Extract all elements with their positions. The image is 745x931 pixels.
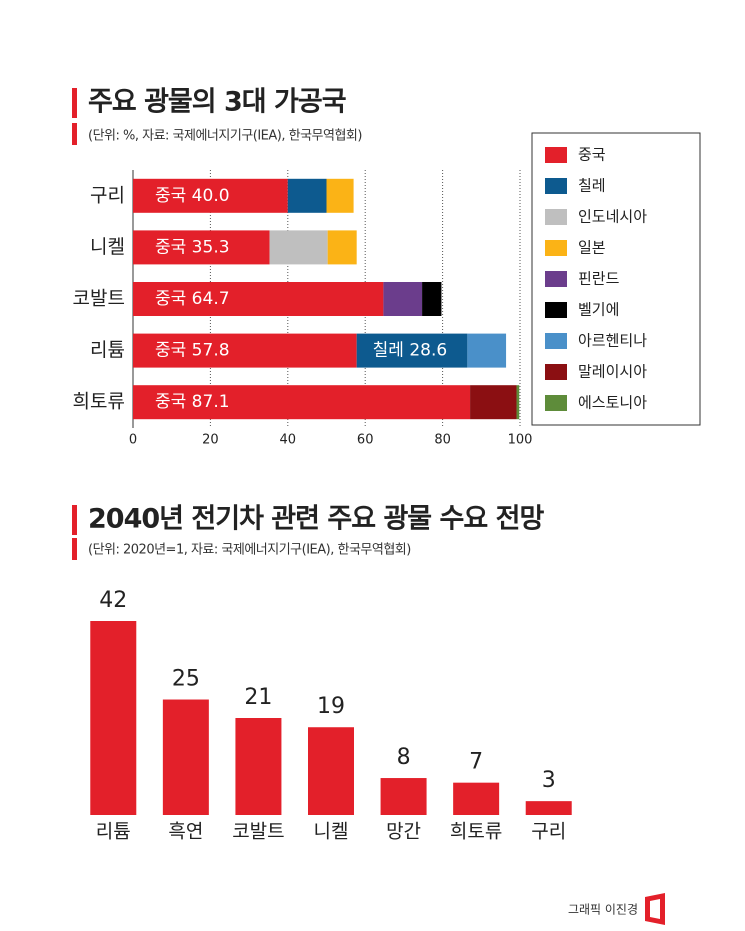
bar [235,718,282,815]
bar-segment [383,282,423,316]
data-label: 19 [317,694,345,719]
chart-title: 2040년 전기차 관련 주요 광물 수요 전망 [88,504,544,535]
data-label: 중국 87.1 [155,392,230,412]
bar-segment [133,282,384,316]
x-tick-label: 니켈 [314,821,349,843]
legend-swatch [545,333,567,349]
data-label: 중국 40.0 [155,186,230,206]
bar-segment [269,230,328,265]
x-tick-label: 40 [280,433,297,448]
x-tick-label: 60 [357,433,374,448]
x-tick-label: 망간 [386,821,421,843]
data-label: 칠레 28.6 [373,341,448,361]
legend-swatch [545,395,567,411]
x-tick-label: 희토류 [450,821,502,843]
credit: 그래픽 이진경 [568,903,638,917]
title-marker [72,538,77,560]
legend-swatch [545,271,567,287]
y-tick-label: 구리 [90,184,125,206]
legend-swatch [545,240,567,256]
bar [525,801,572,815]
data-label: 7 [469,750,483,775]
bar-segment [516,385,520,420]
x-tick-label: 코발트 [232,821,284,843]
x-tick-label: 100 [508,433,533,448]
legend-label: 중국 [578,146,606,164]
chart-title: 주요 광물의 3대 가공국 [88,87,346,118]
bar [162,699,209,815]
bar-segment [356,333,468,368]
bar [308,727,354,815]
x-tick-label: 80 [434,433,451,448]
y-tick-label: 코발트 [73,288,125,310]
chart-1: 0 20 40 60 80 100 구리 중국 40.0 니켈 중국 35.3 코발트 중국 64.7… [73,146,648,448]
bar-segment [327,230,357,265]
bar-segment [467,333,507,368]
data-label: 25 [172,667,200,692]
bar-segment [133,385,471,420]
legend-label: 아르헨티나 [578,332,647,350]
title-marker [72,505,77,535]
x-tick-label: 20 [202,433,219,448]
x-tick-label: 0 [129,433,137,448]
legend-label: 인도네시아 [578,208,647,226]
title-marker [72,88,77,118]
legend-label: 일본 [578,239,606,257]
y-tick-label: 희토류 [73,391,125,413]
logo [645,893,665,925]
legend-label: 칠레 [578,177,606,195]
bar-segment [133,178,288,213]
y-tick-label: 니켈 [90,236,125,258]
y-tick-label: 리튬 [90,339,125,361]
legend-swatch [545,147,567,163]
x-tick-label: 흑연 [168,821,203,843]
bar [453,782,500,815]
legend-label: 말레이시아 [578,363,647,381]
legend-swatch [545,178,567,194]
bar-segment [470,385,517,420]
data-label: 중국 57.8 [155,341,230,361]
title-marker [72,123,77,145]
data-label: 중국 64.7 [155,289,230,309]
chart-2: 42 리튬 25 흑연 21 코발트 19 니켈 8 망간 7 희토류 3 구리 [90,588,572,843]
legend-label: 에스토니아 [578,394,647,412]
legend-swatch [545,209,567,225]
bar [90,621,137,815]
chart-subtitle: (단위: %, 자료: 국제에너지기구(IEA), 한국무역협회) [88,129,362,144]
x-tick-label: 리튬 [96,821,131,843]
data-label: 중국 35.3 [155,237,230,257]
legend-label: 벨기에 [578,301,619,319]
x-tick-label: 구리 [531,821,566,843]
bar-segment [287,178,327,213]
bar-segment [326,178,354,213]
data-label: 42 [99,588,127,613]
data-label: 8 [397,745,411,770]
bar-segment [422,282,442,316]
bar-segment [133,333,357,368]
data-label: 3 [542,768,556,793]
bar-segment [133,230,270,265]
data-label: 21 [244,685,272,710]
legend-swatch [545,364,567,380]
legend-label: 핀란드 [578,270,620,288]
legend-swatch [545,302,567,318]
chart-subtitle: (단위: 2020년=1, 자료: 국제에너지기구(IEA), 한국무역협회) [88,543,411,558]
bar [380,778,427,815]
